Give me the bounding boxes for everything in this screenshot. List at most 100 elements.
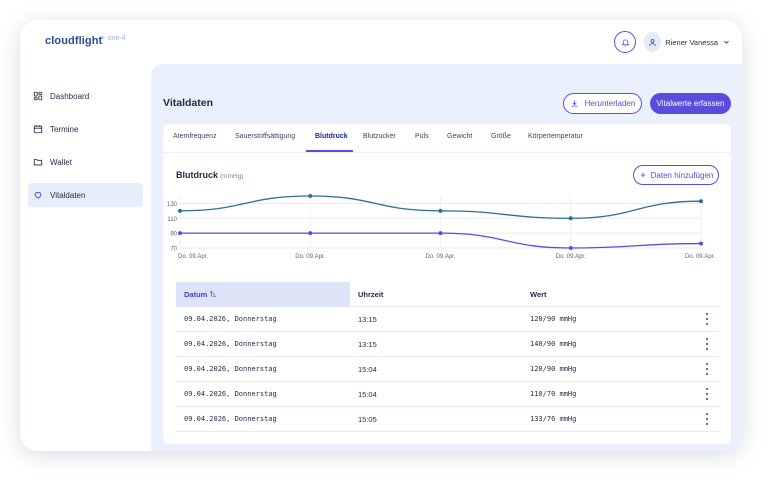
active-tab-indicator — [306, 150, 353, 152]
row-menu-button[interactable] — [704, 338, 710, 350]
blood-pressure-chart: 70 90 110 130 Do. 09.Apr. Do. 09.Apr. Do. 09.A… — [167, 194, 715, 260]
value-column-header[interactable]: Wert — [530, 290, 547, 299]
y-tick-label: 130 — [167, 202, 178, 208]
data-point[interactable] — [178, 231, 182, 236]
tab-gewicht[interactable]: Gewicht — [447, 133, 473, 140]
date-cell: 09.04.2026, Donnerstag — [184, 315, 277, 323]
date-cell: 09.04.2026, Donnerstag — [184, 415, 277, 423]
time-cell: 13:15 — [358, 315, 377, 324]
time-cell: 15:04 — [358, 365, 377, 374]
download-button[interactable]: Herunterladen — [563, 93, 642, 114]
sidebar-item-vitaldaten[interactable]: Vitaldaten — [28, 183, 143, 207]
row-menu-button[interactable] — [704, 388, 710, 400]
y-tick-label: 90 — [170, 232, 177, 238]
tab-puls[interactable]: Puls — [415, 133, 429, 140]
table-header: Datum Uhrzeit Wert — [176, 282, 719, 307]
sidebar-item-label: Wallet — [50, 157, 72, 167]
table-row[interactable]: 09.04.2026, Donnerstag 15:05 133/76 mmHg — [176, 407, 719, 432]
sidebar-item-wallet[interactable]: Wallet — [28, 150, 143, 174]
data-point[interactable] — [308, 231, 313, 236]
tab-divider — [163, 152, 731, 153]
logo[interactable]: cloudflight — [45, 35, 103, 47]
record-vitals-button[interactable]: Vitalwerte erfassen — [650, 93, 731, 114]
sort-icon — [210, 290, 217, 298]
add-data-label: Daten hinzufügen — [650, 170, 714, 180]
logo-sub: ⚭ one-4 — [100, 35, 126, 42]
download-label: Herunterladen — [584, 99, 636, 108]
top-bar: cloudflight ⚭ one-4 Riener Vanessa — [20, 20, 742, 64]
calendar-icon — [33, 125, 43, 134]
sidebar-item-termine[interactable]: Termine — [28, 117, 143, 141]
tab-groesse[interactable]: Größe — [491, 133, 511, 140]
row-menu-button[interactable] — [704, 313, 710, 325]
date-column-header[interactable]: Datum — [184, 290, 217, 299]
value-cell: 133/76 mmHg — [530, 415, 577, 423]
page-title: Vitaldaten — [163, 97, 213, 109]
data-point[interactable] — [438, 208, 443, 213]
x-tick-label: Do. 09.Apr. — [685, 254, 715, 260]
data-point[interactable] — [568, 216, 573, 221]
main-content: Vitaldaten Herunterladen Vitalwerte erfa… — [151, 64, 742, 451]
data-point[interactable] — [568, 246, 573, 250]
date-cell: 09.04.2026, Donnerstag — [184, 390, 277, 398]
plus-icon — [640, 172, 645, 178]
avatar — [644, 32, 662, 52]
sidebar: Dashboard Termine Wallet Vitaldaten — [20, 64, 151, 451]
folder-icon — [33, 159, 43, 166]
value-cell: 140/90 mmHg — [530, 340, 577, 348]
add-data-button[interactable]: Daten hinzufügen — [633, 165, 719, 185]
table-row[interactable]: 09.04.2026, Donnerstag 13:15 120/90 mmHg — [176, 307, 719, 332]
vitals-table: Datum Uhrzeit Wert 09.04.2026, Donnersta… — [176, 282, 719, 432]
row-menu-button[interactable] — [704, 413, 710, 425]
dashboard-icon — [33, 91, 43, 101]
bell-icon — [621, 38, 629, 46]
data-point[interactable] — [308, 194, 313, 198]
x-tick-label: Do. 09.Apr. — [295, 254, 325, 260]
table-row[interactable]: 09.04.2026, Donnerstag 15:04 110/70 mmHg — [176, 382, 719, 407]
sidebar-item-label: Termine — [50, 124, 79, 134]
tab-koerpertemperatur[interactable]: Körpertemperatur — [528, 133, 583, 140]
user-name: Riener Vanessa — [665, 37, 719, 47]
app-window: cloudflight ⚭ one-4 Riener Vanessa Dashb… — [20, 20, 742, 451]
sidebar-item-label: Vitaldaten — [50, 190, 86, 200]
tab-sauerstoffsaettigung[interactable]: Sauerstoffsättigung — [235, 133, 296, 140]
x-tick-label: Do. 09.Apr. — [178, 254, 208, 260]
time-cell: 15:04 — [358, 390, 377, 399]
value-cell: 120/90 mmHg — [530, 365, 577, 373]
tab-blutdruck[interactable]: Blutdruck — [315, 133, 348, 140]
date-header-label: Datum — [184, 290, 208, 299]
value-cell: 120/90 mmHg — [530, 315, 577, 323]
data-point[interactable] — [699, 241, 703, 246]
table-row[interactable]: 09.04.2026, Donnerstag 13:15 140/90 mmHg — [176, 332, 719, 357]
date-cell: 09.04.2026, Donnerstag — [184, 365, 277, 373]
tab-bar: Atemfrequenz Sauerstoffsättigung Blutdru… — [163, 124, 731, 152]
time-column-header[interactable]: Uhrzeit — [358, 290, 384, 299]
data-point[interactable] — [438, 231, 443, 236]
time-cell: 15:05 — [358, 415, 377, 424]
user-icon — [649, 38, 657, 46]
data-point[interactable] — [699, 199, 703, 204]
table-row[interactable]: 09.04.2026, Donnerstag 15:04 120/90 mmHg — [176, 357, 719, 382]
vitals-card: Atemfrequenz Sauerstoffsättigung Blutdru… — [163, 124, 731, 444]
download-icon — [571, 100, 578, 107]
user-menu[interactable]: Riener Vanessa — [644, 31, 730, 53]
notifications-button[interactable] — [614, 31, 636, 53]
chart-title: Blutdruck (mmHg) — [176, 170, 243, 180]
tab-blutzucker[interactable]: Blutzucker — [363, 133, 396, 140]
sidebar-item-label: Dashboard — [50, 91, 90, 101]
row-menu-button[interactable] — [704, 363, 710, 375]
heart-icon — [34, 192, 42, 199]
sidebar-item-dashboard[interactable]: Dashboard — [28, 84, 143, 108]
chevron-down-icon — [724, 40, 729, 44]
tab-atemfrequenz[interactable]: Atemfrequenz — [173, 133, 217, 140]
date-header-bg — [176, 282, 350, 307]
value-cell: 110/70 mmHg — [530, 390, 577, 398]
time-cell: 13:15 — [358, 340, 377, 349]
y-tick-label: 110 — [167, 217, 177, 223]
chart-title-text: Blutdruck — [176, 170, 219, 180]
data-point[interactable] — [178, 208, 182, 213]
x-tick-label: Do. 09.Apr. — [425, 254, 455, 260]
date-cell: 09.04.2026, Donnerstag — [184, 340, 277, 348]
y-tick-label: 70 — [170, 247, 177, 253]
chart-unit: (mmHg) — [220, 173, 244, 180]
